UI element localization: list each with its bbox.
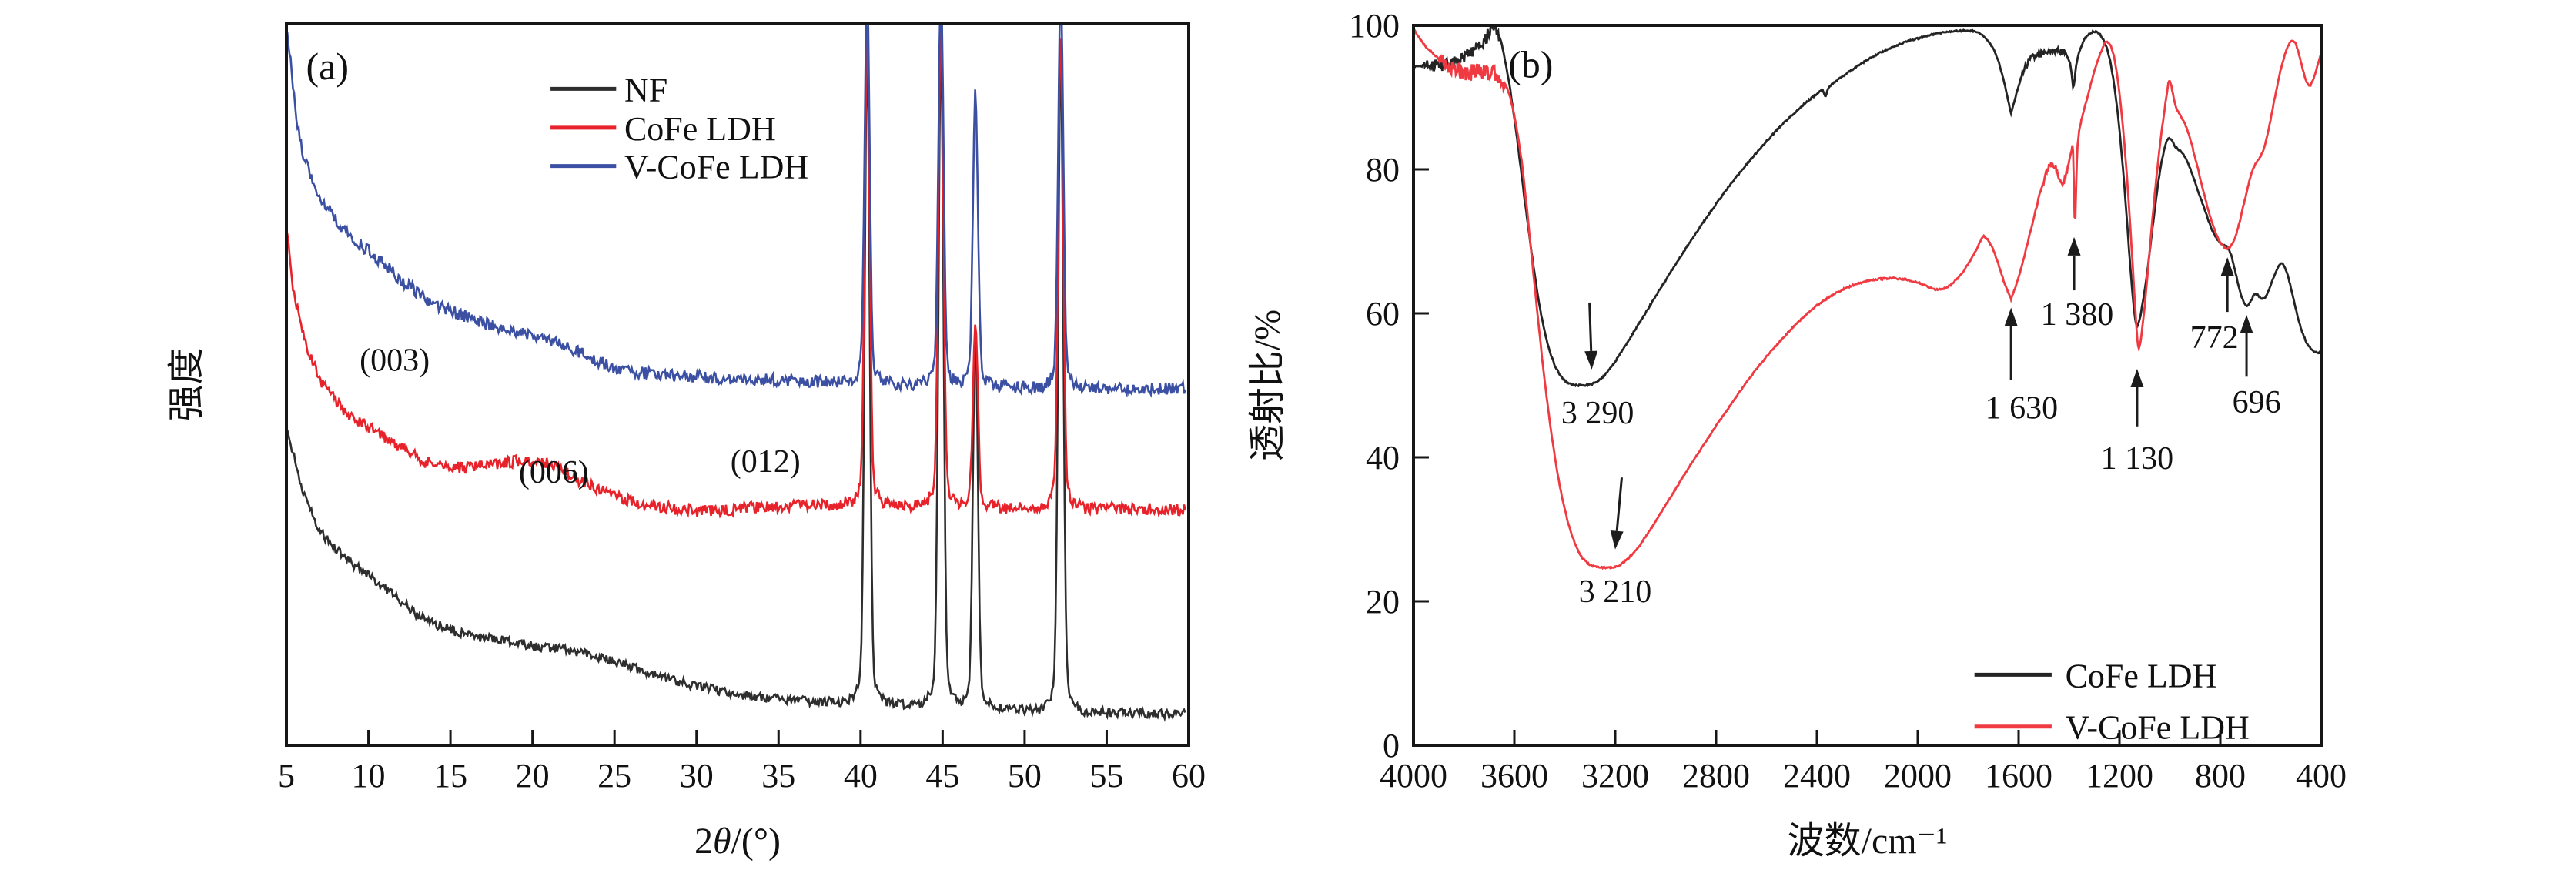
ftir-annotation-772: 772 (2190, 320, 2239, 356)
ftir-curves (1413, 25, 2321, 570)
ftir-panel-label: (b) (1508, 42, 1553, 85)
ftir-x-tick-label: 3200 (1581, 757, 1649, 795)
xrd-curve-nf (286, 42, 1186, 723)
panel-ftir: 4000 3600 3200 2800 2400 2000 1600 1200 800 40002… (1247, 7, 2347, 862)
xrd-panel-label: (a) (306, 45, 350, 88)
arrow-head (2004, 307, 2018, 326)
ftir-axis-box (1412, 24, 2323, 747)
ftir-x-tick-label: 800 (2195, 757, 2246, 795)
ftir-arrows (1584, 236, 2253, 550)
xrd-curve-cofe-ldh (286, 24, 1186, 519)
ftir-annotations: 3 290 3 210 1 630 1 380 1 130 772 696 (1561, 297, 2281, 610)
xrd-x-tick-label: 35 (761, 757, 795, 795)
xrd-annotation-006: (006) (519, 455, 589, 490)
xrd-curves (286, 24, 1186, 723)
ftir-y-tick-label: 40 (1366, 439, 1400, 477)
ftir-curve-cofe-ldh (1413, 25, 2321, 388)
xrd-x-tick-label: 20 (516, 757, 550, 795)
ftir-x-tick-label: 3600 (1480, 757, 1548, 795)
xrd-x-tick-label: 60 (1172, 757, 1206, 795)
ftir-x-tick-label: 2000 (1884, 757, 1952, 795)
arrow-head (2220, 257, 2234, 276)
panel-xrd: 5 10 15 20 25 30 35 40 45 50 55 60 2θ/(°) 强度 (a) NFCoFe… (166, 22, 1206, 862)
arrow-line (1588, 302, 1593, 351)
xrd-axis-box (285, 22, 1190, 747)
xrd-annotation-003: (003) (360, 343, 430, 379)
arrow-head (2130, 368, 2144, 387)
xrd-x-axis-label: 2θ/(°) (694, 821, 781, 862)
ftir-curve-v-cofe-ldh (1413, 28, 2321, 570)
ftir-annotation-1-630: 1 630 (1986, 391, 2059, 427)
xrd-annotation-012: (012) (731, 444, 801, 480)
ftir-y-tick-label: 20 (1366, 583, 1400, 621)
xrd-legend-label-nf: NF (624, 71, 667, 109)
ftir-annotation-1-130: 1 130 (2101, 441, 2174, 477)
arrow-head (1610, 530, 1624, 550)
arrow-head (2067, 236, 2081, 256)
xrd-x-tick-label: 55 (1089, 757, 1123, 795)
ftir-x-axis-label: 波数/cm⁻¹ (1788, 821, 1948, 862)
ftir-annotation-696: 696 (2233, 385, 2281, 420)
ftir-legend-label-cofe-ldh: CoFe LDH (2066, 657, 2217, 694)
xrd-legend-label-v-cofe-ldh: V-CoFe LDH (624, 149, 808, 186)
ftir-legend: CoFe LDH V-CoFe LDH (1974, 657, 2250, 747)
ftir-x-tick-label: 2800 (1682, 757, 1750, 795)
xrd-curve-v-cofe-ldh (286, 24, 1186, 398)
xrd-x-tick-label: 40 (844, 757, 878, 795)
ftir-x-tick-label: 400 (2296, 757, 2347, 795)
arrow-head (1584, 350, 1598, 370)
xrd-y-axis-label: 强度 (166, 347, 207, 421)
ftir-y-axis-label: 透射比/% (1247, 310, 1288, 461)
arrow-head (2240, 314, 2253, 333)
xrd-legend-label-cofe-ldh: CoFe LDH (624, 110, 776, 148)
ftir-y-axis: 0 20 40 60 80 100 (1349, 7, 1429, 765)
ftir-y-tick-label: 100 (1349, 7, 1400, 45)
ftir-x-tick-label: 1200 (2086, 757, 2153, 795)
xrd-x-tick-label: 50 (1008, 757, 1042, 795)
ftir-y-tick-label: 80 (1366, 151, 1400, 189)
ftir-legend-label-v-cofe-ldh: V-CoFe LDH (2066, 709, 2250, 747)
xrd-annotations: (003) (006) (012) (360, 343, 801, 490)
xrd-x-tick-label: 45 (925, 757, 959, 795)
ftir-x-tick-label: 1600 (1985, 757, 2052, 795)
ftir-y-tick-label: 60 (1366, 295, 1400, 333)
arrow-line (1615, 477, 1624, 531)
ftir-x-tick-label: 2400 (1783, 757, 1851, 795)
ftir-annotation-3-290: 3 290 (1561, 396, 1634, 431)
xrd-x-tick-label: 10 (352, 757, 386, 795)
ftir-x-axis: 4000 3600 3200 2800 2400 2000 1600 1200 800 400 (1380, 730, 2347, 795)
xrd-x-tick-label: 25 (597, 757, 631, 795)
ftir-annotation-3-210: 3 210 (1579, 574, 1652, 610)
ftir-annotation-1-380: 1 380 (2041, 297, 2114, 333)
xrd-x-axis: 5 10 15 20 25 30 35 40 45 50 55 60 (278, 730, 1206, 795)
xrd-x-tick-label: 15 (433, 757, 467, 795)
xrd-x-tick-label: 5 (278, 757, 295, 795)
xrd-x-tick-label: 30 (680, 757, 714, 795)
ftir-y-tick-label: 0 (1383, 727, 1400, 765)
ftir-x-tick-label: 4000 (1380, 757, 1447, 795)
